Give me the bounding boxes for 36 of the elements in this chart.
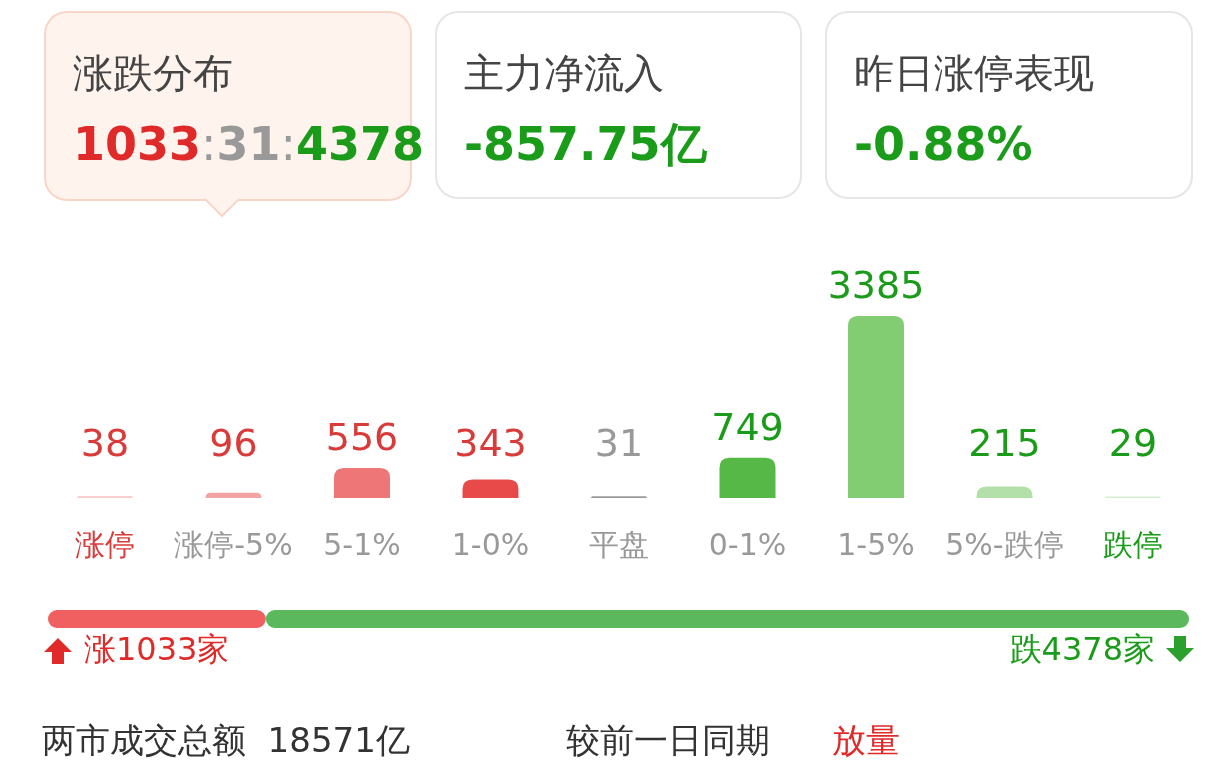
data-label: 跌4378家	[1009, 630, 1155, 668]
bar	[77, 495, 133, 498]
x-tick-label: 0-1%	[708, 527, 787, 562]
text: 放量	[832, 720, 900, 760]
x-tick-label: 5-1%	[323, 527, 401, 562]
data-label: 29	[1108, 421, 1158, 465]
text: 1033:31:4378	[73, 117, 425, 171]
text: -0.88%	[854, 117, 1033, 171]
x-tick-label: 1-0%	[451, 527, 530, 562]
bar	[334, 468, 390, 498]
text: -857.75亿	[464, 117, 708, 171]
text: 主力净流入	[464, 50, 664, 96]
bar	[976, 486, 1033, 498]
x-tick-label: 1-5%	[837, 527, 915, 562]
x-tick-label: 跌停	[1103, 527, 1163, 562]
data-label: 215	[968, 421, 1041, 465]
x-tick-label: 5%-跌停	[945, 527, 1064, 562]
text: 较前一日同期	[566, 720, 770, 760]
data-label: 31	[594, 421, 644, 465]
x-tick-label: 平盘	[589, 527, 649, 562]
x-tick-label: 涨停-5%	[174, 527, 293, 562]
data-label: 556	[325, 415, 399, 460]
bar	[205, 492, 262, 498]
text: 涨跌分布	[73, 50, 233, 96]
data-label: 38	[80, 421, 130, 465]
text: 昨日涨停表现	[854, 50, 1094, 96]
data-label: 涨1033家	[84, 630, 230, 668]
data-label: 96	[209, 421, 258, 465]
data-label: 3385	[827, 263, 925, 307]
bar	[848, 316, 904, 498]
data-label: 343	[454, 421, 527, 465]
bar	[719, 457, 776, 498]
x-tick-label: 涨停	[75, 527, 135, 562]
bar	[462, 479, 519, 498]
data-label: 749	[711, 404, 784, 449]
text: 两市成交总额 18571亿	[42, 720, 410, 760]
